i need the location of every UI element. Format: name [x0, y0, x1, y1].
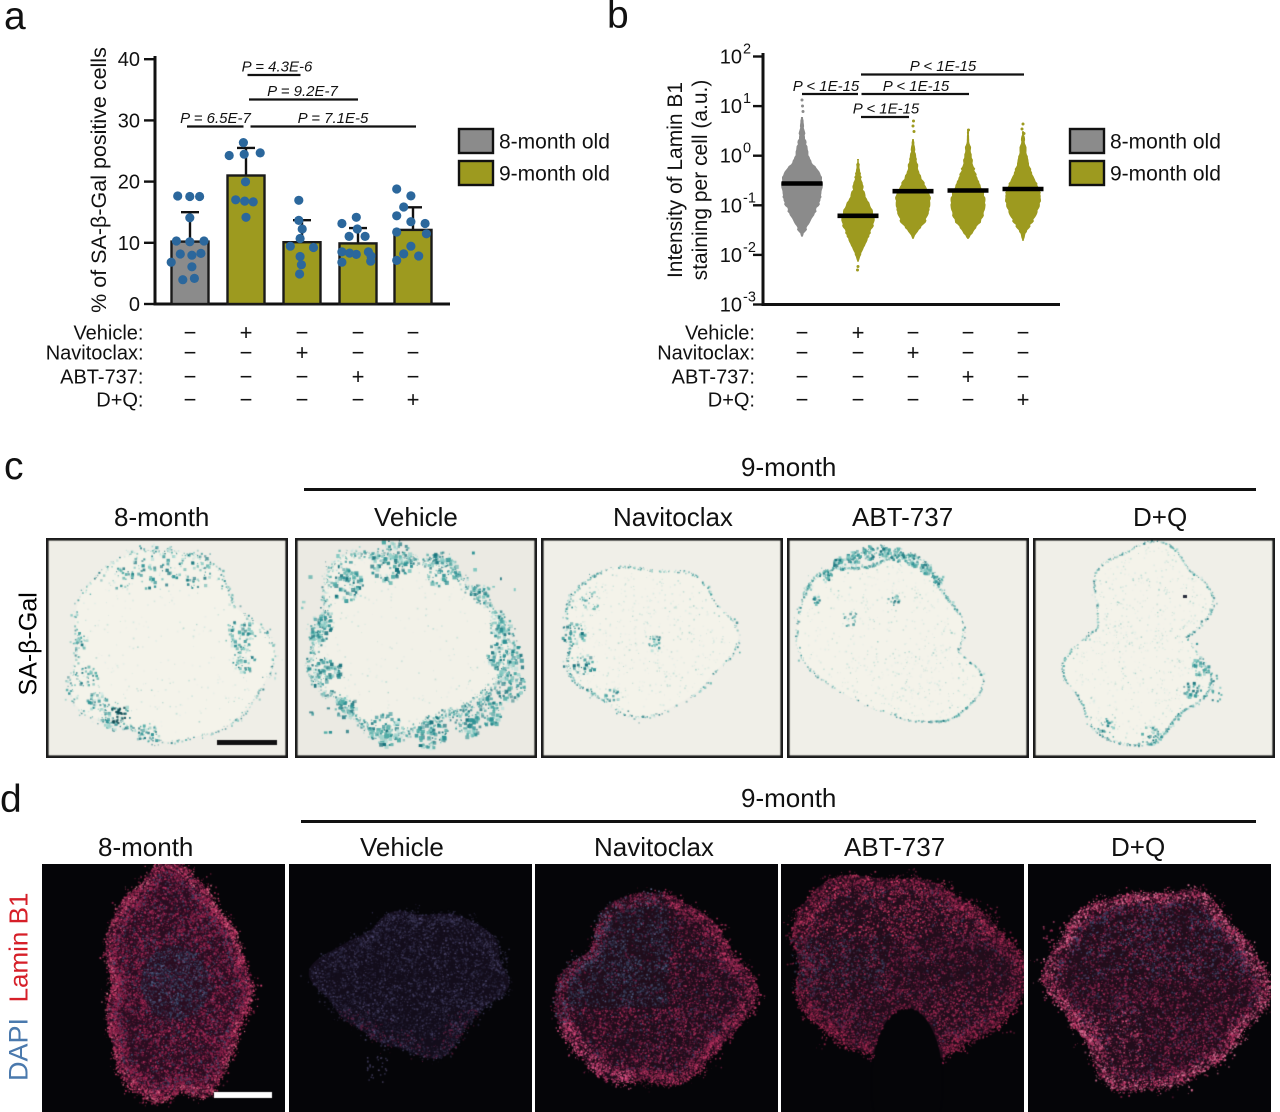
svg-text:P < 1E-15: P < 1E-15	[853, 101, 920, 118]
svg-text:−: −	[962, 340, 975, 365]
svg-text:−: −	[352, 387, 365, 412]
svg-text:−: −	[296, 387, 309, 412]
svg-text:−: −	[407, 320, 420, 345]
svg-text:10: 10	[720, 245, 742, 267]
svg-text:Navitoclax:: Navitoclax:	[657, 343, 755, 365]
svg-text:−: −	[240, 364, 253, 389]
svg-text:ABT-737:: ABT-737:	[60, 366, 143, 388]
svg-text:−: −	[907, 364, 920, 389]
svg-text:−: −	[852, 387, 865, 412]
svg-text:−: −	[184, 387, 197, 412]
svg-text:−: −	[907, 387, 920, 412]
svg-text:2: 2	[743, 42, 751, 58]
svg-text:−: −	[240, 387, 253, 412]
svg-text:30: 30	[118, 110, 140, 132]
svg-text:-2: -2	[743, 240, 756, 256]
svg-text:−: −	[852, 340, 865, 365]
svg-text:Navitoclax:: Navitoclax:	[46, 343, 144, 365]
svg-text:ABT-737:: ABT-737:	[672, 366, 755, 388]
svg-text:10: 10	[720, 96, 742, 118]
svg-text:−: −	[962, 320, 975, 345]
svg-text:+: +	[907, 340, 920, 365]
svg-text:−: −	[184, 340, 197, 365]
svg-text:40: 40	[118, 49, 140, 71]
svg-text:−: −	[296, 320, 309, 345]
svg-text:10: 10	[720, 295, 742, 317]
svg-text:+: +	[240, 320, 253, 345]
svg-text:P = 4.3E-6: P = 4.3E-6	[242, 59, 313, 76]
svg-text:9-month old: 9-month old	[499, 163, 610, 186]
svg-text:−: −	[1017, 364, 1030, 389]
svg-text:−: −	[352, 320, 365, 345]
svg-text:P = 7.1E-5: P = 7.1E-5	[298, 110, 369, 127]
svg-text:−: −	[352, 340, 365, 365]
svg-text:−: −	[796, 340, 809, 365]
svg-text:−: −	[240, 340, 253, 365]
svg-text:10: 10	[720, 146, 742, 168]
svg-text:0: 0	[129, 294, 140, 316]
svg-text:10: 10	[720, 47, 742, 69]
svg-text:P < 1E-15: P < 1E-15	[793, 78, 860, 95]
svg-text:Intensity of Lamin B1: Intensity of Lamin B1	[664, 82, 687, 278]
svg-text:P < 1E-15: P < 1E-15	[883, 78, 950, 95]
svg-text:P = 6.5E-7: P = 6.5E-7	[180, 110, 251, 127]
svg-text:−: −	[852, 364, 865, 389]
svg-text:+: +	[296, 340, 309, 365]
svg-text:P = 9.2E-7: P = 9.2E-7	[267, 83, 338, 100]
svg-text:Vehicle:: Vehicle:	[685, 323, 755, 345]
svg-text:9-month old: 9-month old	[1110, 163, 1221, 186]
svg-text:-3: -3	[743, 290, 756, 306]
svg-text:10: 10	[720, 195, 742, 217]
svg-text:+: +	[962, 364, 975, 389]
svg-text:D+Q:: D+Q:	[96, 389, 143, 411]
svg-text:staining per cell (a.u.): staining per cell (a.u.)	[689, 80, 712, 281]
svg-text:−: −	[962, 387, 975, 412]
svg-text:1: 1	[743, 91, 751, 107]
svg-text:% of SA-β-Gal positive cells: % of SA-β-Gal positive cells	[87, 47, 111, 313]
svg-text:−: −	[407, 364, 420, 389]
svg-text:−: −	[1017, 340, 1030, 365]
svg-text:P < 1E-15: P < 1E-15	[910, 58, 977, 75]
svg-text:20: 20	[118, 172, 140, 194]
svg-text:-1: -1	[743, 190, 756, 206]
svg-text:−: −	[796, 364, 809, 389]
svg-text:Vehicle:: Vehicle:	[73, 323, 143, 345]
svg-text:−: −	[184, 364, 197, 389]
svg-text:−: −	[184, 320, 197, 345]
svg-text:8-month old: 8-month old	[499, 131, 610, 154]
svg-text:−: −	[907, 320, 920, 345]
svg-text:0: 0	[743, 141, 751, 157]
svg-text:10: 10	[118, 233, 140, 255]
svg-text:+: +	[852, 320, 865, 345]
svg-text:+: +	[352, 364, 365, 389]
svg-text:D+Q:: D+Q:	[708, 389, 755, 411]
svg-text:+: +	[407, 387, 420, 412]
svg-text:+: +	[1017, 387, 1030, 412]
svg-text:−: −	[796, 387, 809, 412]
svg-text:−: −	[407, 340, 420, 365]
svg-text:8-month old: 8-month old	[1110, 131, 1221, 154]
svg-text:−: −	[796, 320, 809, 345]
svg-text:−: −	[296, 364, 309, 389]
svg-text:−: −	[1017, 320, 1030, 345]
